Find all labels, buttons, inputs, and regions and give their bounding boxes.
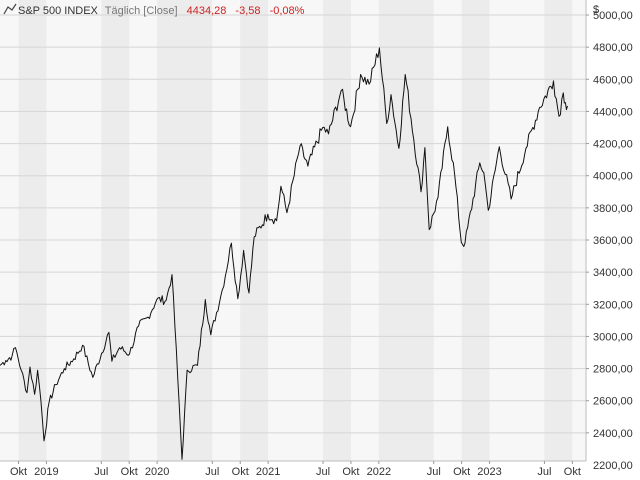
x-tick-label: Okt <box>342 466 359 478</box>
series-layer <box>0 47 568 460</box>
x-tick-label: 2019 <box>34 466 58 478</box>
price-change: -3,58 <box>235 5 260 17</box>
x-tick-label: Okt <box>232 466 249 478</box>
y-tick-label: 2400,00 <box>593 428 633 440</box>
x-tick-label: 2023 <box>477 466 501 478</box>
quarter-band <box>544 0 573 461</box>
x-tick-label: Okt <box>564 466 581 478</box>
quarter-band <box>157 0 213 461</box>
x-tick-label: Okt <box>10 466 27 478</box>
quarter-bands <box>18 0 573 461</box>
y-tick-label: 5000,00 <box>593 10 633 22</box>
grid-lines <box>0 14 586 434</box>
y-tick-label: 2600,00 <box>593 396 633 408</box>
y-tick-label: 3200,00 <box>593 299 633 311</box>
quarter-band <box>240 0 269 461</box>
svg-text:S&P 500 INDEX Täglich [C: S&P 500 INDEX Täglich [Close] 4434,28 -3… <box>18 5 305 17</box>
quarter-band <box>323 0 351 461</box>
x-tick-label: Okt <box>121 466 138 478</box>
y-tick-label: 4800,00 <box>593 42 633 54</box>
x-tick-label: 2022 <box>367 466 391 478</box>
x-tick-label: Jul <box>537 466 551 478</box>
index-name: S&P 500 INDEX <box>18 5 99 17</box>
y-tick-label: 4600,00 <box>593 74 633 86</box>
y-tick-label: 3600,00 <box>593 235 633 247</box>
quarter-band <box>101 0 130 461</box>
x-tick-label: Okt <box>453 466 470 478</box>
x-tick-label: 2020 <box>145 466 169 478</box>
y-tick-label: 3000,00 <box>593 331 633 343</box>
last-price: 4434,28 <box>187 5 227 17</box>
currency-label: $ <box>593 4 599 16</box>
price-change-percent: -0,08% <box>270 5 305 17</box>
y-tick-label: 4400,00 <box>593 106 633 118</box>
chart-type-icon <box>3 3 17 15</box>
y-tick-label: 3800,00 <box>593 203 633 215</box>
x-tick-label: Jul <box>94 466 108 478</box>
y-axis-ticks: 2200,00 2400,00 2600,00 2800,00 3000,00 3200,… <box>586 10 633 472</box>
x-axis-ticks: Okt 2019 Jul Okt 2020 Jul Okt 2021 Jul Okt 2022 Jul… <box>10 461 581 478</box>
y-tick-label: 4200,00 <box>593 139 633 151</box>
interval-label: Täglich [Close] <box>105 5 178 17</box>
x-tick-label: 2021 <box>256 466 280 478</box>
header: S&P 500 INDEX Täglich [Close] 4434,28 -3… <box>3 3 305 17</box>
y-tick-label: 3400,00 <box>593 267 633 279</box>
x-tick-label: Jul <box>205 466 219 478</box>
quarter-band <box>378 0 434 461</box>
y-tick-label: 2200,00 <box>593 460 633 472</box>
x-tick-label: Jul <box>427 466 441 478</box>
x-tick-label: Jul <box>316 466 330 478</box>
y-tick-label: 4000,00 <box>593 171 633 183</box>
quarter-band <box>18 0 47 461</box>
y-tick-label: 2800,00 <box>593 364 633 376</box>
quarter-band <box>461 0 490 461</box>
price-line <box>0 47 568 460</box>
plot-background <box>0 0 586 461</box>
